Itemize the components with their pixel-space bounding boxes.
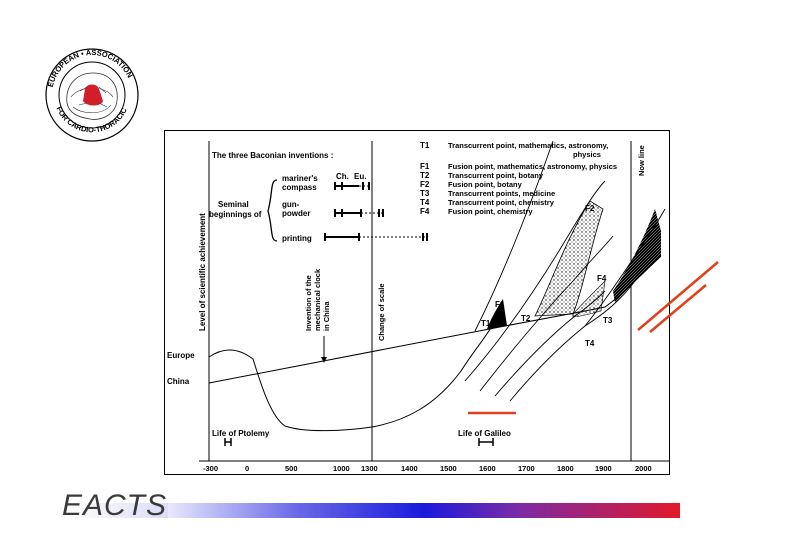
china-label: China (167, 377, 190, 386)
red-arrow-stroke-1 (637, 261, 719, 331)
botany-region (534, 200, 604, 317)
svg-text:Transcurrent points, medicine: Transcurrent points, medicine (448, 189, 555, 198)
x-tick: -300 (203, 464, 218, 473)
label-f2: F2 (585, 204, 595, 213)
europe-label: Europe (167, 351, 195, 360)
printing-timeline (324, 233, 428, 241)
x-tick: 1500 (440, 464, 457, 473)
curve-6 (584, 208, 666, 327)
curve-5 (509, 280, 636, 402)
svg-text:Transcurrent point, botany: Transcurrent point, botany (448, 171, 544, 180)
inv-print: printing (282, 234, 312, 243)
ptolemy-bar (224, 438, 232, 446)
inventions-title: The three Baconian inventions : (212, 151, 333, 160)
scientific-achievement-diagram: Level of scientific achievement The thre… (167, 140, 669, 473)
x-tick: 0 (245, 464, 249, 473)
label-t1: T1 (481, 319, 491, 328)
china-curve (208, 255, 662, 384)
label-t4: T4 (585, 339, 595, 348)
x-tick: 1900 (595, 464, 612, 473)
x-tick: 1700 (518, 464, 535, 473)
svg-text:Transcurrent point, mathematic: Transcurrent point, mathematics, astrono… (448, 141, 608, 150)
col-ch: Ch. (336, 172, 349, 181)
seminal-brace (267, 179, 278, 242)
svg-text:F1: F1 (420, 162, 430, 171)
footer-gradient-bar (168, 503, 680, 518)
legend: T1 Transcurrent point, mathematics, astr… (420, 141, 617, 216)
svg-text:Fusion point, mathematics, ast: Fusion point, mathematics, astronomy, ph… (448, 162, 617, 171)
now-region (613, 209, 661, 303)
f1-region (487, 299, 507, 329)
label-t3: T3 (603, 316, 613, 325)
galileo-bar (478, 438, 494, 446)
now-line-label: Now line (637, 145, 646, 176)
x-tick: 1300 (361, 464, 378, 473)
diagram-frame: Level of scientific achievement The thre… (164, 130, 670, 475)
x-tick: 1800 (557, 464, 574, 473)
curve-4 (494, 290, 606, 397)
chemistry-region (572, 280, 606, 318)
eacts-brand-text: EACTS (62, 489, 168, 522)
svg-text:T1: T1 (420, 141, 430, 150)
footer-gradient-left (62, 503, 168, 518)
curve-2 (464, 180, 606, 382)
x-axis-ticks: -300 0 500 1000 1300 1400 1500 1600 1700… (203, 464, 652, 473)
x-tick: 1000 (333, 464, 350, 473)
curve-3 (479, 235, 614, 392)
y-axis-label: Level of scientific achievement (198, 213, 207, 331)
seminal-line2: beginnings of (209, 210, 262, 219)
compass-timeline (334, 182, 370, 190)
gunpowder-timeline (334, 209, 384, 217)
svg-text:T2: T2 (420, 171, 430, 180)
inv-compass-2: compass (282, 183, 317, 192)
red-arrow-stroke-2 (649, 284, 707, 333)
col-eu: Eu. (354, 172, 366, 181)
clock-label-2: mechanical clock (313, 268, 322, 331)
ptolemy-label: Life of Ptolemy (212, 429, 270, 438)
x-tick: 500 (285, 464, 298, 473)
label-f4: F4 (597, 274, 607, 283)
inv-compass-1: mariner's (282, 174, 318, 183)
svg-text:T4: T4 (420, 198, 430, 207)
change-of-scale-label: Change of scale (377, 283, 386, 341)
svg-text:F4: F4 (420, 207, 430, 216)
clock-label-1: Invention of the (304, 275, 313, 331)
seminal-line1: Seminal (218, 200, 249, 209)
svg-text:T3: T3 (420, 189, 430, 198)
galileo-label: Life of Galileo (458, 429, 511, 438)
svg-text:F2: F2 (420, 180, 430, 189)
svg-text:Transcurrent point, chemistry: Transcurrent point, chemistry (448, 198, 555, 207)
curve-1 (474, 140, 554, 332)
inv-gun-2: powder (282, 209, 310, 218)
x-tick: 2000 (635, 464, 652, 473)
clock-label-3: in China (322, 301, 331, 331)
label-f1: F1 (495, 300, 505, 309)
europe-curve (208, 320, 496, 432)
svg-text:physics: physics (573, 150, 601, 159)
label-t2: T2 (521, 314, 531, 323)
x-tick: 1600 (479, 464, 496, 473)
x-tick: 1400 (401, 464, 418, 473)
inv-gun-1: gun- (282, 200, 300, 209)
svg-text:Fusion point, botany: Fusion point, botany (448, 180, 523, 189)
eacts-seal-logo: EUROPEAN • ASSOCIATION FOR CARDIO-THORAC… (45, 48, 139, 142)
svg-text:Fusion point, chemistry: Fusion point, chemistry (448, 207, 533, 216)
